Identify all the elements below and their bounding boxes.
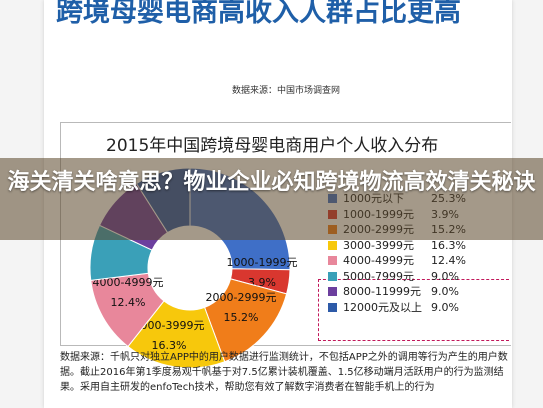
- legend-label: 4000-4999元: [343, 254, 414, 267]
- legend-value: 16.3%: [431, 238, 466, 252]
- pie-slice: [127, 300, 226, 369]
- title-overlay-band: [0, 158, 543, 240]
- legend-swatch: [328, 256, 337, 265]
- legend-highlight-box: [318, 279, 509, 341]
- legend-swatch: [328, 287, 337, 296]
- slice-label: 2000-2999元: [206, 291, 277, 304]
- legend-swatch: [328, 240, 337, 250]
- overlay-title: 海关清关啥意思？物业企业必知跨境物流高效清关秘诀: [7, 170, 536, 195]
- data-source-label: 数据来源：中国市场调查网: [232, 86, 341, 96]
- slice-label: 4000-4999元: [93, 276, 164, 289]
- legend-label: 8000-11999元: [343, 285, 421, 298]
- legend-item: 12000元及以上 9.0%: [328, 299, 459, 315]
- legend-item: 4000-4999元 12.4%: [328, 252, 466, 268]
- slice-label: 3000-3999元: [134, 319, 205, 332]
- slice-value-label: 16.3%: [152, 339, 187, 352]
- legend-label: 3000-3999元: [343, 238, 414, 252]
- article-headline: 跨境母婴电商高收入人群占比更高: [56, 0, 461, 28]
- legend-item: 8000-11999元 9.0%: [328, 283, 459, 299]
- legend-label: 12000元及以上: [343, 300, 422, 314]
- legend-value: 9.0%: [431, 269, 459, 283]
- legend-item: 3000-3999元 16.3%: [328, 237, 466, 253]
- legend-value: 9.0%: [431, 300, 459, 314]
- slice-value-label: 15.2%: [224, 311, 259, 324]
- legend-swatch: [328, 271, 337, 281]
- legend-value: 9.0%: [431, 285, 459, 298]
- chart-title: 2015年中国跨境母婴电商用户个人收入分布: [106, 136, 439, 156]
- legend-swatch: [328, 302, 337, 312]
- slice-value-label: 12.4%: [111, 296, 146, 309]
- legend-value: 12.4%: [431, 254, 466, 267]
- legend-label: 5000-7999元: [343, 269, 414, 283]
- legend-item: 5000-7999元 9.0%: [328, 268, 459, 284]
- chart-footnote: 数据来源：千帆只对独立APP中的用户数据进行监测统计，不包括APP之外的调用等行…: [60, 352, 508, 393]
- slice-label: 1000-1999元: [227, 256, 298, 269]
